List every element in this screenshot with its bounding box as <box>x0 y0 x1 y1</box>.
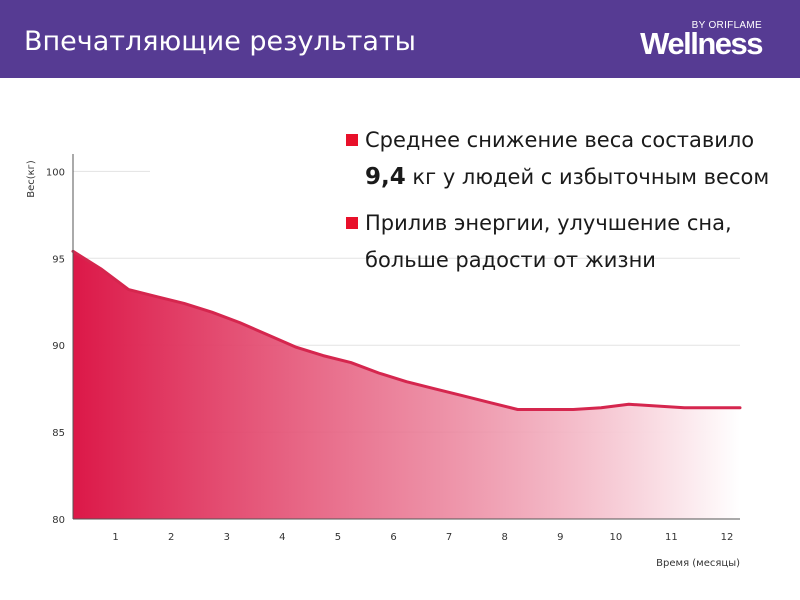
slide-title: Впечатляющие результаты <box>24 26 416 57</box>
logo-by-oriflame: BY ORIFLAME <box>691 20 762 31</box>
axes <box>72 154 740 520</box>
bullet-text-part: Прилив энергии, улучшение сна, больше ра… <box>365 211 732 272</box>
x-tick-label-12: 12 <box>721 532 734 543</box>
x-axis-title: Время (месяцы) <box>656 558 740 569</box>
bullet-list: Среднее снижение веса составило 9,4 кг у… <box>346 122 786 279</box>
wellness-logo: BY ORIFLAME Wellness <box>622 14 763 64</box>
y-tick-label-100: 100 <box>46 167 65 178</box>
bullet-marker <box>346 134 358 146</box>
bullet-highlight-value: 9,4 <box>365 164 406 190</box>
x-tick-label-3: 3 <box>224 532 230 543</box>
y-tick-label-95: 95 <box>52 254 65 265</box>
y-tick-label-85: 85 <box>52 428 65 439</box>
y-axis-title: Вес(кг) <box>26 160 37 198</box>
weight-series-line <box>71 249 742 411</box>
bullet-weight-loss: Среднее снижение веса составило 9,4 кг у… <box>346 122 786 196</box>
x-tick-label-2: 2 <box>168 532 174 543</box>
bullet-text-part: Среднее снижение веса составило <box>365 128 755 152</box>
bullet-marker <box>346 217 358 229</box>
x-tick-label-4: 4 <box>279 532 285 543</box>
x-tick-label-8: 8 <box>501 532 507 543</box>
logo-wellness: Wellness <box>640 26 763 61</box>
y-tick-label-80: 80 <box>52 515 65 526</box>
x-tick-label-11: 11 <box>665 532 678 543</box>
bullet-text-part: кг у людей с избыточным весом <box>405 165 770 189</box>
x-tick-label-6: 6 <box>390 532 396 543</box>
area-layer <box>71 249 742 520</box>
bullet-energy: Прилив энергии, улучшение сна, больше ра… <box>346 205 786 279</box>
x-tick-label-9: 9 <box>557 532 563 543</box>
x-tick-label-10: 10 <box>609 532 622 543</box>
y-tick-label-90: 90 <box>52 341 65 352</box>
header-bar: Впечатляющие результаты BY ORIFLAME Well… <box>0 0 800 78</box>
x-tick-label-1: 1 <box>112 532 118 543</box>
x-tick-label-5: 5 <box>335 532 341 543</box>
x-tick-label-7: 7 <box>446 532 452 543</box>
weight-area-fill <box>73 251 740 520</box>
